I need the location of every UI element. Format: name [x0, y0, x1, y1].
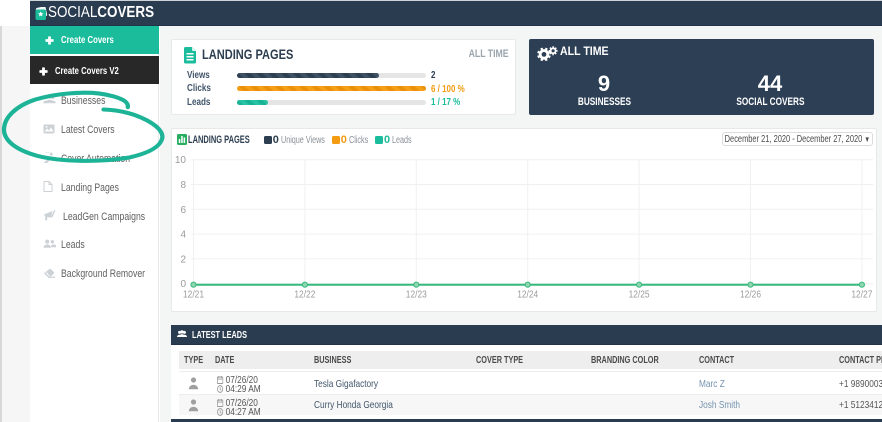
- svg-text:12/22: 12/22: [294, 290, 315, 301]
- svg-text:12/26: 12/26: [740, 290, 761, 301]
- svg-text:12/21: 12/21: [183, 290, 204, 301]
- svg-text:6: 6: [180, 205, 186, 216]
- svg-text:2: 2: [180, 254, 186, 265]
- svg-text:12/25: 12/25: [629, 290, 650, 301]
- svg-text:10: 10: [175, 155, 187, 166]
- svg-text:4: 4: [180, 230, 186, 241]
- svg-text:0: 0: [180, 279, 186, 290]
- svg-text:12/27: 12/27: [851, 290, 872, 301]
- svg-text:8: 8: [180, 180, 186, 191]
- svg-text:12/23: 12/23: [406, 290, 427, 301]
- svg-text:12/24: 12/24: [517, 290, 538, 301]
